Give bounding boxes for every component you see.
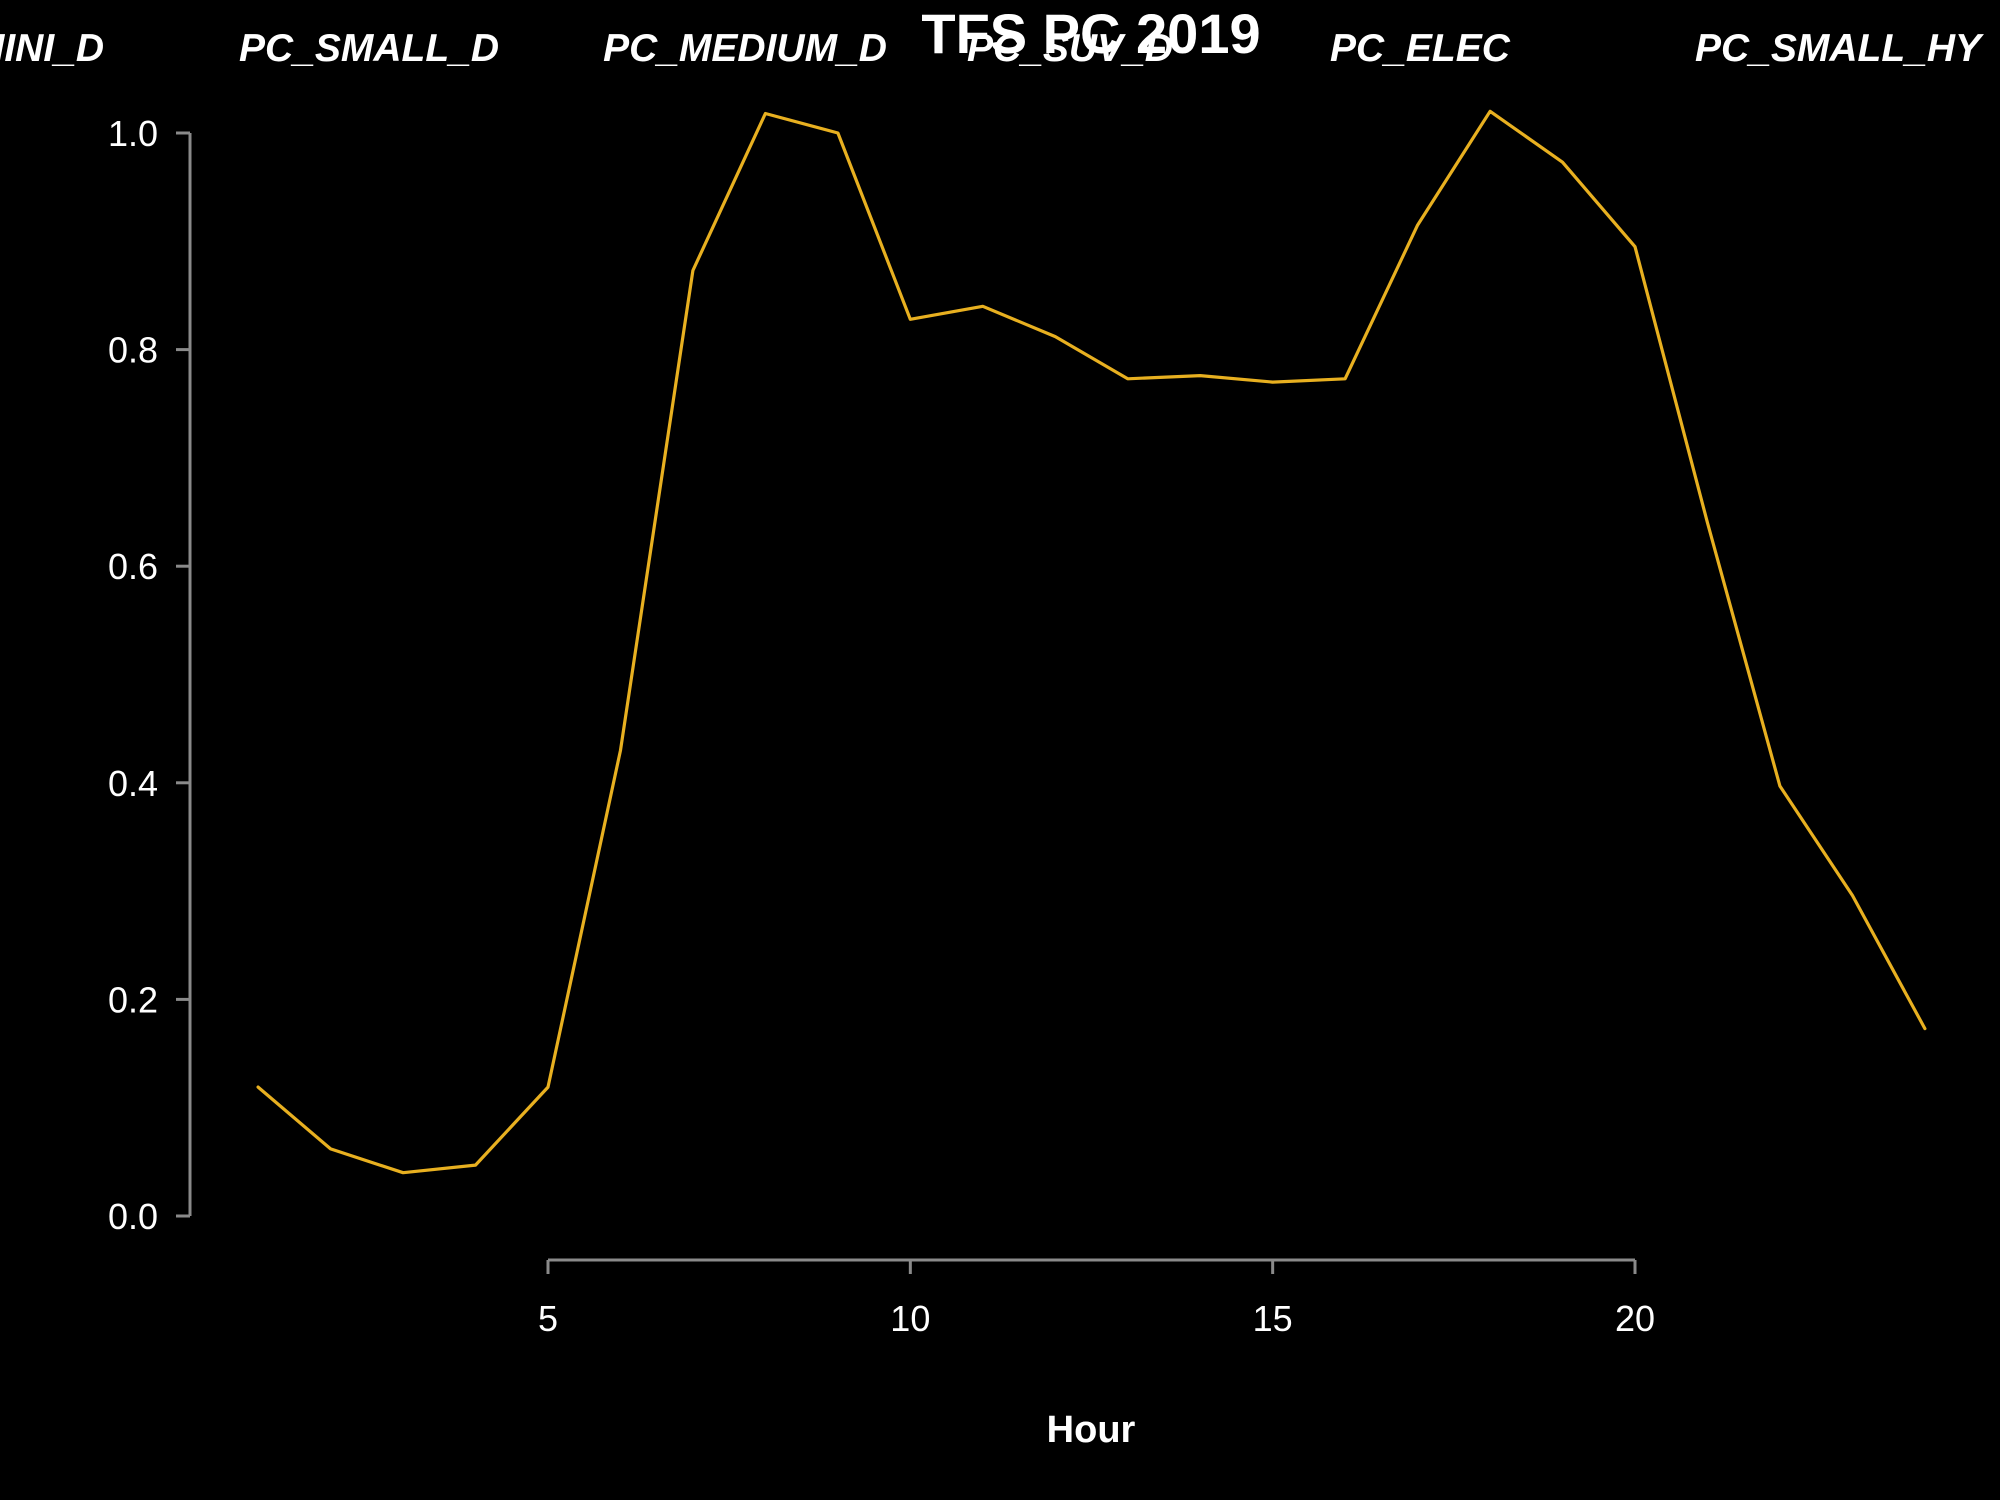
- plot-area: [256, 109, 1927, 1175]
- x-tick-label: 15: [1253, 1298, 1293, 1339]
- top-label-pc-suv-d: PC_SUV_D: [967, 27, 1173, 70]
- y-axis: 0.0 0.2 0.4 0.6 0.8 1.0: [108, 113, 192, 1237]
- y-tick-label: 0.0: [108, 1196, 158, 1237]
- top-label-pc-medium-d: PC_MEDIUM_D: [603, 27, 887, 70]
- top-labels: PC_MINI_D PC_SMALL_D PC_MEDIUM_D PC_SUV_…: [0, 27, 1984, 70]
- x-axis-title: Hour: [1047, 1409, 1136, 1451]
- x-tick-label: 5: [538, 1298, 558, 1339]
- top-label-pc-small-d: PC_SMALL_D: [239, 27, 499, 70]
- y-tick-label: 1.0: [108, 113, 158, 154]
- top-label-pc-elec: PC_ELEC: [1330, 27, 1511, 70]
- chart-title: TFS PC 2019: [921, 2, 1260, 65]
- top-label-pc-small-hy: PC_SMALL_HY: [1695, 27, 1984, 70]
- x-axis: 5 10 15 20: [538, 1258, 1655, 1339]
- x-tick-label: 20: [1615, 1298, 1655, 1339]
- y-tick-label: 0.2: [108, 979, 158, 1020]
- y-tick-label: 0.4: [108, 763, 158, 804]
- y-tick-label: 0.8: [108, 330, 158, 371]
- series-line: [256, 109, 1927, 1175]
- top-label-pc-mini-d: PC_MINI_D: [0, 27, 104, 70]
- x-tick-label: 10: [890, 1298, 930, 1339]
- y-tick-label: 0.6: [108, 546, 158, 587]
